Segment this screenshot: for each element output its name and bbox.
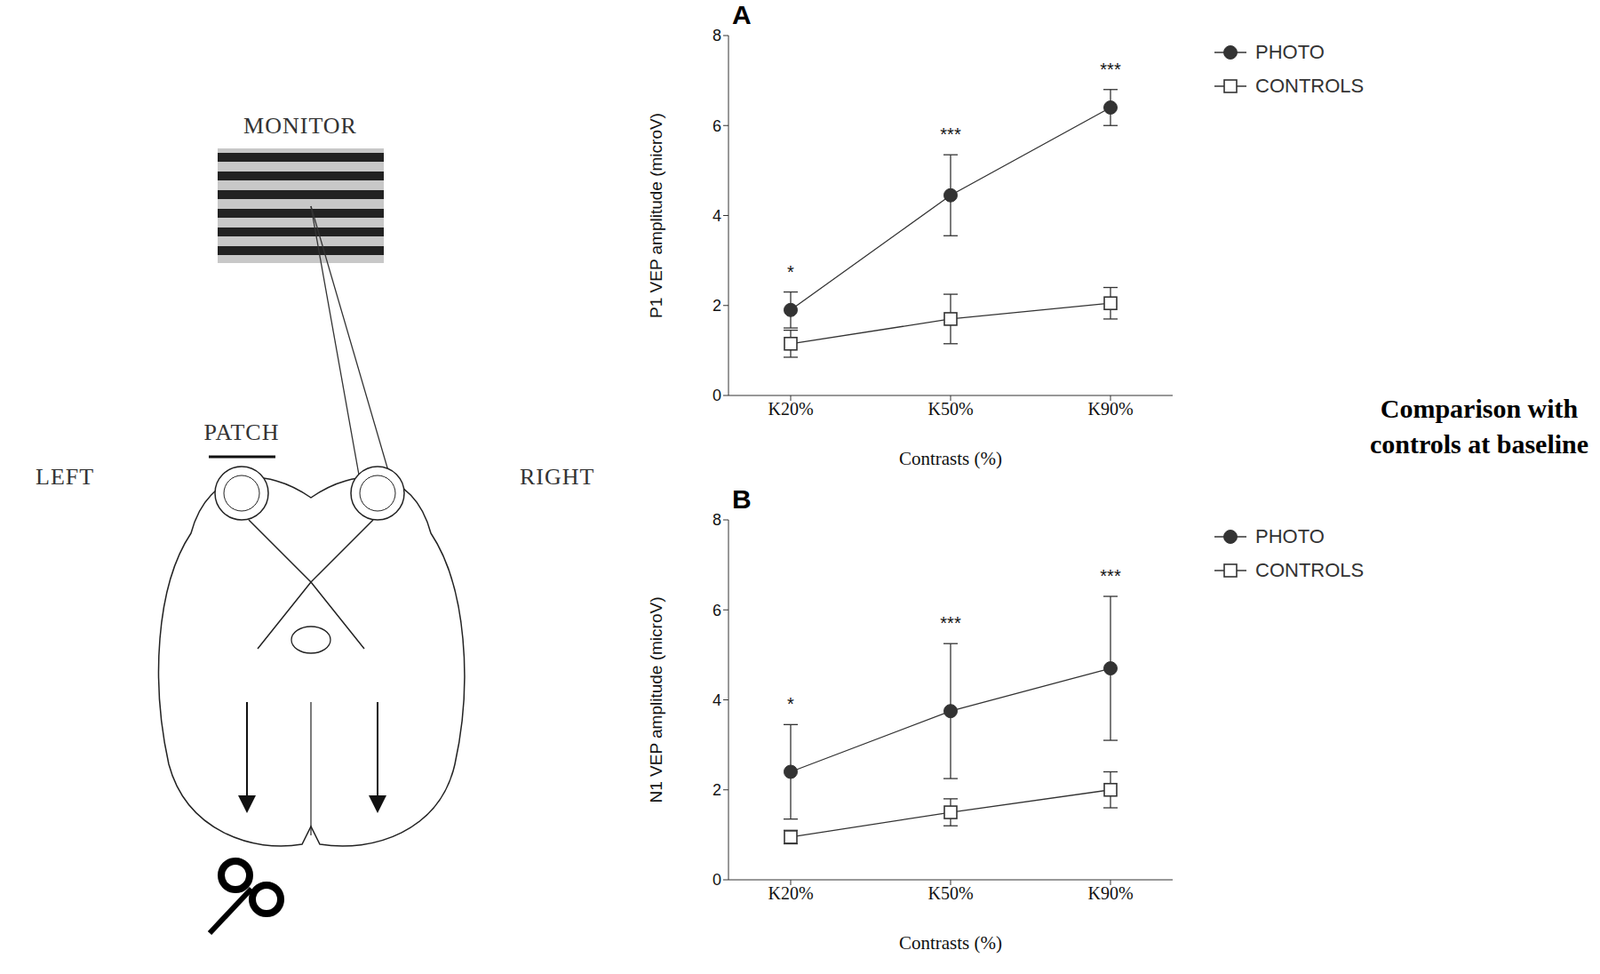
svg-text:RIGHT: RIGHT [519, 463, 595, 490]
svg-text:K50%: K50% [927, 398, 973, 419]
svg-text:6: 6 [712, 117, 722, 136]
html-text:PHOTO: PHOTO [1255, 525, 1325, 548]
svg-text:***: *** [1099, 565, 1122, 586]
svg-text:K90%: K90% [1087, 398, 1133, 419]
svg-text:0: 0 [712, 386, 722, 405]
svg-text:LEFT: LEFT [35, 463, 95, 490]
html-text:CONTROLS: CONTROLS [1255, 74, 1364, 97]
svg-text:***: *** [939, 124, 962, 144]
svg-text:PATCH: PATCH [204, 419, 280, 446]
html-text:CONTROLS: CONTROLS [1255, 558, 1364, 582]
svg-text:*: * [787, 262, 795, 282]
svg-text:***: *** [1099, 59, 1122, 80]
svg-text:***: *** [939, 612, 962, 633]
svg-text:0: 0 [712, 870, 722, 889]
svg-text:6: 6 [712, 601, 722, 620]
html-text:PHOTO: PHOTO [1255, 40, 1325, 64]
svg-text:*: * [787, 693, 795, 714]
svg-text:K20%: K20% [767, 398, 813, 419]
svg-text:4: 4 [712, 206, 722, 225]
svg-text:K90%: K90% [1087, 883, 1133, 903]
html-text:B: B [732, 484, 752, 514]
svg-text:8: 8 [712, 26, 722, 45]
svg-text:Contrasts (%): Contrasts (%) [899, 931, 1003, 954]
svg-text:K50%: K50% [927, 883, 973, 903]
html-text:Comparison with controls at ba: Comparison with controls at baseline [1369, 393, 1589, 459]
svg-text:2: 2 [712, 296, 722, 315]
svg-text:P1 VEP amplitude (microV): P1 VEP amplitude (microV) [646, 112, 666, 319]
svg-text:Contrasts (%): Contrasts (%) [899, 447, 1003, 470]
svg-text:8: 8 [712, 510, 722, 529]
svg-text:4: 4 [712, 691, 722, 709]
html-text:A: A [732, 0, 752, 30]
svg-text:2: 2 [712, 780, 722, 799]
svg-text:MONITOR: MONITOR [243, 112, 358, 139]
svg-text:K20%: K20% [767, 883, 813, 903]
svg-text:N1 VEP amplitude (microV): N1 VEP amplitude (microV) [646, 597, 666, 804]
